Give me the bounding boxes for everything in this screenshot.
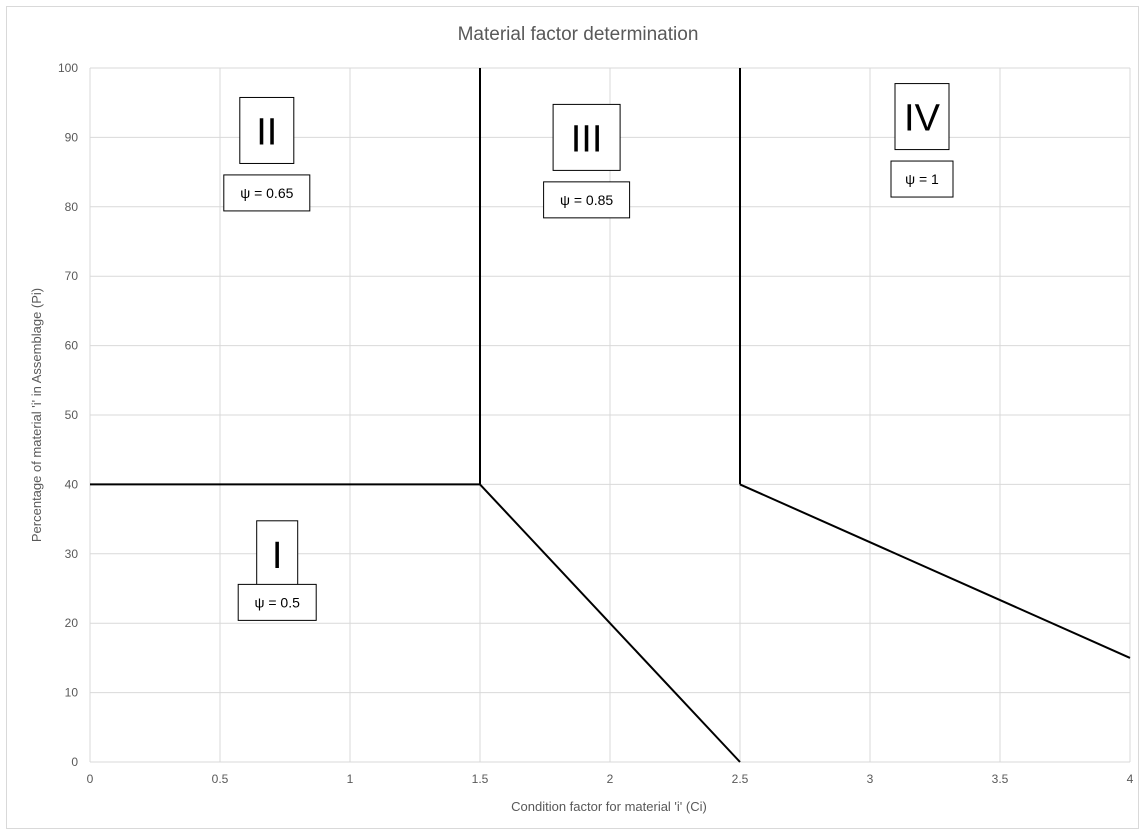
y-tick-label: 80	[65, 200, 79, 214]
y-tick-label: 30	[65, 547, 79, 561]
gridlines	[89, 67, 1131, 763]
y-tick-label: 20	[65, 616, 79, 630]
y-axis-label: Percentage of material 'i' in Assemblage…	[29, 288, 44, 542]
region-label: III	[571, 118, 603, 160]
x-axis-label: Condition factor for material 'i' (Ci)	[511, 799, 707, 814]
x-tick-label: 3.5	[992, 772, 1009, 786]
psi-value-box	[237, 583, 317, 621]
x-tick-label: 4	[1127, 772, 1134, 786]
chart-title: Material factor determination	[458, 24, 699, 45]
region-label-box	[894, 83, 950, 151]
y-tick-label: 0	[71, 755, 78, 769]
x-tick-label: 1	[347, 772, 354, 786]
y-tick-label: 40	[65, 477, 79, 491]
boundary-line-3	[479, 483, 741, 763]
region-label: I	[272, 535, 283, 577]
psi-value: ψ = 1	[905, 171, 939, 187]
psi-value-box	[543, 181, 631, 219]
region-label-box	[239, 96, 295, 164]
region-label: II	[256, 111, 277, 153]
x-tick-label: 1.5	[472, 772, 489, 786]
psi-value: ψ = 0.85	[560, 192, 613, 208]
x-tick-label: 2.5	[732, 772, 749, 786]
x-tick-label: 2	[607, 772, 614, 786]
psi-value-box	[223, 174, 311, 212]
region-annotations: Iψ = 0.5 II ψ = 0.65 III ψ = 0.85 IV ψ = 1	[223, 83, 954, 621]
x-tick-labels: 0 0.5 1 1.5 2 2.5 3 3.5 4	[87, 772, 1134, 786]
x-tick-label: 0.5	[212, 772, 229, 786]
y-tick-label: 50	[65, 408, 79, 422]
y-tick-label: 70	[65, 269, 79, 283]
x-tick-label: 0	[87, 772, 94, 786]
x-tick-label: 3	[867, 772, 874, 786]
region-label: IV	[904, 98, 941, 140]
y-tick-label: 60	[65, 339, 79, 353]
boundary-line-5	[739, 483, 1131, 659]
y-tick-label: 10	[65, 686, 79, 700]
psi-value: ψ = 0.5	[254, 594, 300, 610]
psi-value: ψ = 0.65	[240, 185, 293, 201]
region-label-box	[552, 103, 621, 171]
boundary-lines	[90, 68, 1131, 763]
y-tick-label: 90	[65, 130, 79, 144]
y-tick-labels: 0 10 20 30 40 50 60 70 80 90 100	[58, 61, 78, 769]
y-tick-label: 100	[58, 61, 78, 75]
psi-value-box	[890, 160, 954, 198]
